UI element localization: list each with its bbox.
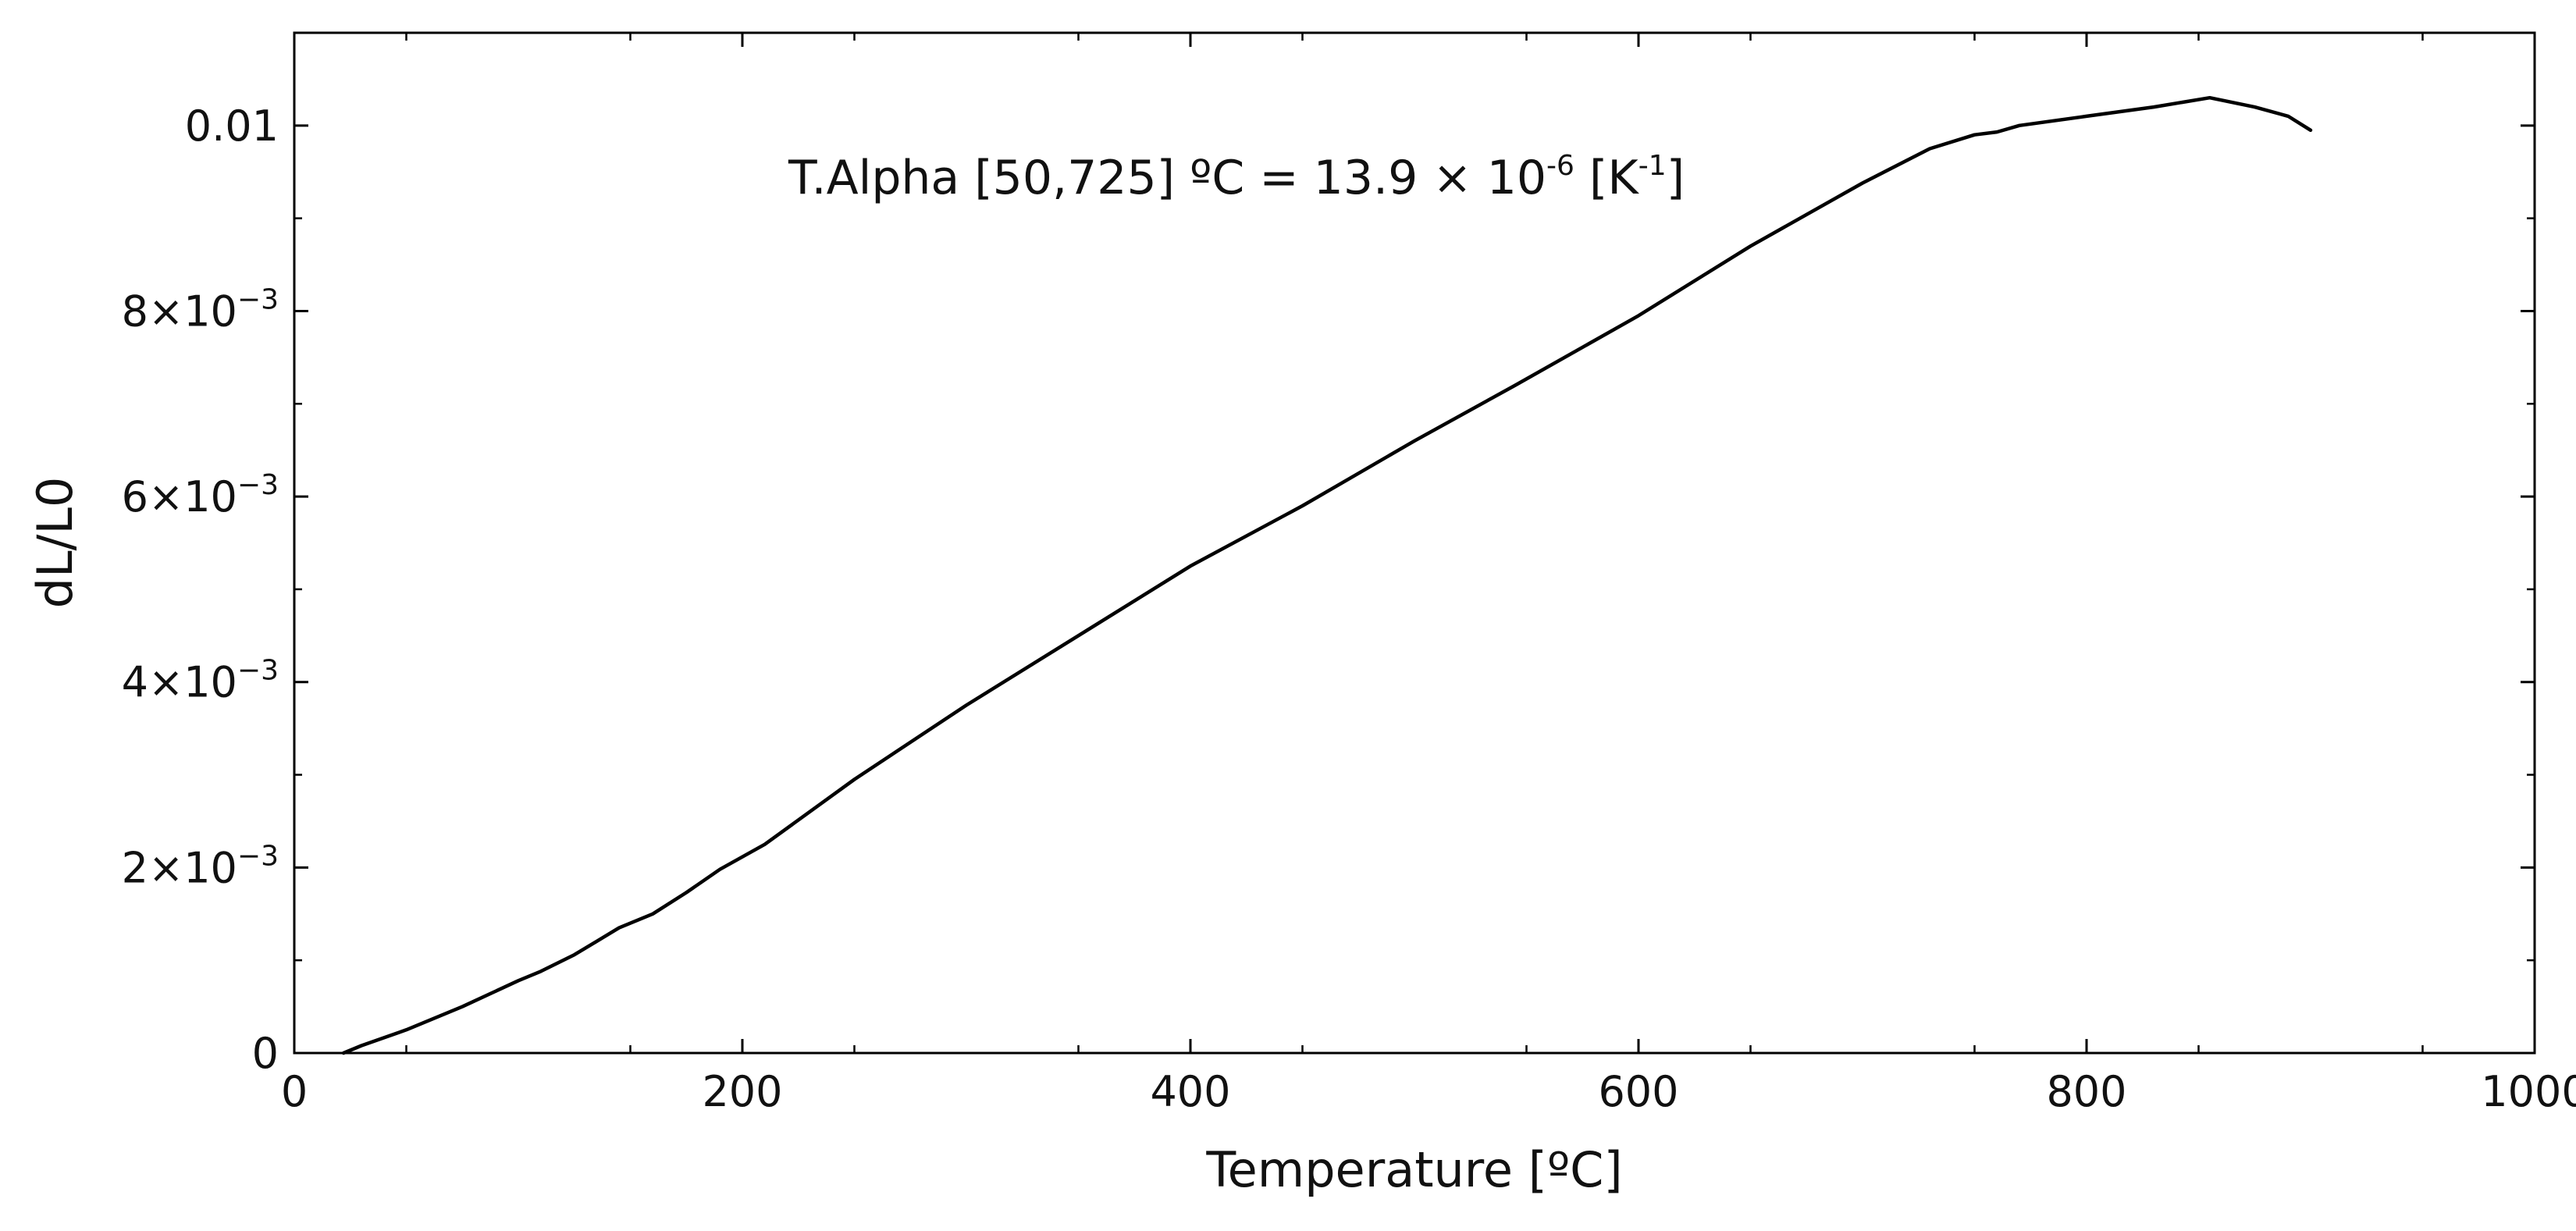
plot-frame	[293, 31, 2536, 1055]
y-tick-label: 0.01	[185, 101, 279, 151]
x-tick-label: 200	[702, 1067, 782, 1116]
y-tick-exponent: −3	[237, 283, 279, 315]
x-tick-labels: 0 200 400 600 800 1000	[281, 1067, 2576, 1116]
annotation-part-1: T.Alpha [50,725] ºC = 13.9 × 10	[788, 151, 1546, 205]
y-tick-label: 6×10−3	[122, 469, 279, 521]
y-tick-mantissa: 8×10	[122, 286, 237, 336]
y-tick-exponent: −3	[237, 655, 279, 687]
y-tick-label: 4×10−3	[122, 655, 279, 707]
y-tick-labels: 02×10−34×10−36×10−38×10−30.01	[122, 101, 279, 1078]
y-tick-mantissa: 2×10	[122, 843, 237, 892]
y-tick-label: 2×10−3	[122, 840, 279, 892]
y-tick-exponent: −3	[237, 469, 279, 501]
annotation-exponent-2: -1	[1638, 150, 1667, 182]
x-tick-label: 0	[281, 1067, 308, 1116]
x-tick-label: 600	[1598, 1067, 1678, 1116]
annotation: T.Alpha [50,725] ºC = 13.9 × 10-6 [K-1]	[788, 150, 1685, 205]
y-tick-mantissa: 4×10	[122, 658, 237, 707]
x-axis-title: Temperature [ºC]	[1205, 1141, 1622, 1198]
annotation-part-3: ]	[1667, 151, 1685, 205]
annotation-exponent-1: -6	[1546, 150, 1574, 182]
x-tick-label: 800	[2046, 1067, 2126, 1116]
x-tick-label: 400	[1150, 1067, 1230, 1116]
y-tick-label: 0	[252, 1029, 279, 1078]
y-tick-mantissa: 6×10	[122, 472, 237, 521]
series-line	[341, 95, 2313, 1055]
y-tick-exponent: −3	[237, 840, 279, 872]
annotation-part-2: [K	[1574, 151, 1639, 205]
y-axis-title: dL/L0	[27, 477, 84, 609]
y-tick-label: 8×10−3	[122, 283, 279, 336]
axis-ticks	[293, 33, 2536, 1055]
x-tick-label: 1000	[2481, 1067, 2576, 1116]
